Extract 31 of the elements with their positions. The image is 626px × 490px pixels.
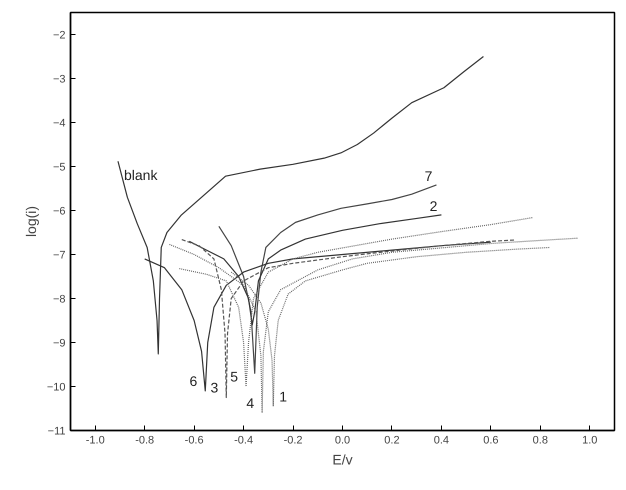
y-tick-label: −5 [52,162,66,174]
x-axis-title: E/v [332,452,353,468]
y-tick-label: −9 [52,338,66,350]
series-label: 1 [279,388,288,404]
y-tick-label: −8 [52,294,66,306]
x-tick-label: -0.2 [284,434,303,446]
x-tick-label: 0.2 [384,434,400,446]
x-tick-label: -0.4 [234,434,254,446]
x-tick-label: 0.8 [532,434,548,446]
x-tick-label: -1.0 [86,434,105,446]
y-tick-label: −2 [52,30,66,42]
x-tick-label: 0.4 [434,434,450,446]
series-label: 5 [230,368,238,384]
y-tick-label: −7 [52,250,66,262]
y-axis-title: log(i) [22,206,39,238]
series-label: 6 [189,372,198,389]
y-tick-label: −10 [46,382,66,394]
x-tick-label: 0.6 [483,434,499,446]
y-tick-label: −11 [48,426,66,438]
x-tick-label: 0.0 [334,434,350,446]
series-label: 4 [246,394,254,411]
series-label: blank [124,167,158,184]
y-tick-label: −3 [52,74,66,86]
series-label: 7 [424,168,433,184]
y-tick-label: −4 [52,118,66,130]
x-tick-label: 1.0 [582,434,598,446]
series-label: 3 [210,380,218,396]
x-tick-label: -0.6 [184,434,204,446]
y-tick-label: −6 [52,206,66,218]
x-tick-label: -0.8 [135,434,154,446]
series-label: 2 [430,198,438,214]
